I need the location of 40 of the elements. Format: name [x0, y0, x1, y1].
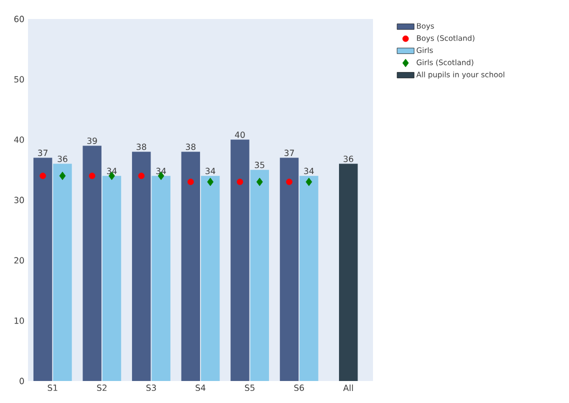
x-tick-label: S3: [146, 384, 156, 391]
data-label: 34: [206, 168, 216, 174]
bar: [230, 140, 250, 381]
bar: [82, 146, 102, 381]
y-tick-label: 60: [14, 16, 24, 22]
bar: [250, 170, 269, 381]
data-label: 34: [304, 168, 314, 174]
data-label: 38: [136, 144, 146, 150]
bar: [280, 158, 299, 381]
data-label: 38: [186, 144, 196, 150]
bar: [53, 164, 72, 381]
bar: [200, 176, 220, 381]
x-tick-label: All: [343, 384, 353, 391]
bar: [33, 158, 52, 381]
x-tick-label: S4: [196, 384, 206, 391]
y-tick-label: 30: [14, 196, 24, 204]
data-label: 39: [87, 138, 97, 144]
data-label: 34: [156, 168, 166, 174]
bar: [300, 176, 318, 381]
data-label: 37: [284, 150, 294, 156]
data-label: 37: [38, 150, 48, 156]
bar: [102, 176, 122, 381]
x-tick-label: S5: [244, 384, 254, 391]
y-tick-label: 50: [14, 76, 24, 83]
bar: [132, 152, 151, 381]
data-label: 35: [254, 162, 264, 168]
x-tick-label: S1: [48, 384, 58, 391]
y-tick-label: 20: [14, 257, 24, 264]
bar: [181, 152, 200, 381]
bar: [338, 164, 358, 381]
y-tick-label: 10: [14, 317, 24, 324]
y-tick-label: 40: [14, 136, 24, 143]
data-label: 40: [234, 132, 245, 138]
x-tick-label: S6: [294, 384, 304, 391]
y-tick-label: 0: [20, 378, 24, 384]
data-label: 34: [107, 168, 117, 174]
bar: [152, 176, 170, 381]
x-tick-label: S2: [97, 384, 106, 391]
data-label: 36: [58, 156, 68, 162]
data-label: 36: [344, 156, 354, 162]
